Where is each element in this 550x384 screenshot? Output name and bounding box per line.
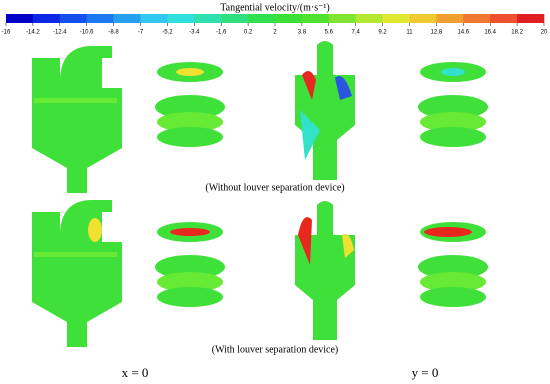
colorbar-tick-label: -1.6: [216, 30, 227, 36]
colorbar-tick-label: -7: [138, 30, 144, 36]
colorbar-tick-label: 11: [406, 30, 413, 36]
caption: (With louver separation device): [212, 344, 339, 355]
contour-feature: [441, 68, 465, 76]
contour-feature: [176, 68, 204, 76]
colorbar-tick-label: -8.8: [108, 30, 119, 36]
colorbar-segment: [517, 14, 545, 23]
colorbar-segment: [140, 14, 168, 23]
colorbar-tick-label: 20: [541, 30, 548, 36]
cfd-row-1: (Without louver separation device): [32, 41, 488, 193]
section-label: x = 0: [122, 365, 149, 380]
contour-feature: [302, 71, 316, 100]
colorbar-tick-label: 7.4: [352, 30, 361, 36]
colorbar-title: Tangential velocity/(m·s⁻¹): [220, 2, 330, 13]
colorbar-segment: [32, 14, 61, 23]
colorbar-segment: [86, 14, 114, 23]
colorbar-segment: [301, 14, 330, 23]
contour-y0: [295, 41, 355, 180]
section-label: y = 0: [412, 365, 439, 380]
contour-feature: [298, 217, 312, 265]
colorbar-tick-label: -12.4: [53, 30, 67, 36]
colorbar-tick-label: 2: [273, 30, 277, 36]
colorbar-segment: [355, 14, 383, 23]
colorbar-tick-label: 9.2: [378, 30, 387, 36]
colorbar-tick-label: -16: [2, 30, 11, 36]
colorbar-segment: [463, 14, 491, 23]
colorbar-segment: [328, 14, 356, 23]
contour-feature: [88, 218, 102, 242]
caption: (Without louver separation device): [205, 182, 344, 193]
colorbar-tick-label: 16.4: [484, 30, 496, 36]
colorbar-tick-label: 5.6: [325, 30, 334, 36]
colorbar-segment: [248, 14, 276, 23]
contour-feature: [424, 227, 472, 237]
colorbar-segment: [490, 14, 518, 23]
colorbar-tick-label: 3.8: [298, 30, 307, 36]
colorbar-tick-label: 0.2: [244, 30, 253, 36]
colorbar-segment: [382, 14, 410, 23]
contour-feature: [300, 110, 320, 160]
colorbar-tick-label: -5.2: [162, 30, 173, 36]
colorbar-segment: [275, 14, 303, 23]
colorbar: -16 -14.2 -12.4 -10.6 -8.8 -7 -5.2 -3.4 -1.6 0.2 2…: [2, 14, 548, 36]
colorbar-segment: [113, 14, 141, 23]
contour-feature: [170, 228, 210, 236]
colorbar-tick-label: -3.4: [189, 30, 200, 36]
contour-x0: [32, 46, 122, 193]
contour-feature: [342, 234, 354, 258]
colorbar-segment: [436, 14, 464, 23]
contour-feature: [335, 76, 352, 100]
colorbar-segment: [221, 14, 249, 23]
colorbar-tick-label: 18.2: [511, 30, 523, 36]
colorbar-segment: [6, 14, 34, 23]
cfd-row-2: (With louver separation device): [32, 200, 488, 355]
colorbar-tick-label: -10.6: [80, 30, 94, 36]
colorbar-tick-label: -14.2: [26, 30, 40, 36]
colorbar-segment: [409, 14, 437, 23]
colorbar-segment: [59, 14, 87, 23]
colorbar-tick-label: 12.8: [431, 30, 443, 36]
colorbar-segment: [167, 14, 195, 23]
colorbar-tick-label: 14.6: [457, 30, 469, 36]
colorbar-segment: [194, 14, 222, 23]
contour-x0: [32, 200, 122, 347]
